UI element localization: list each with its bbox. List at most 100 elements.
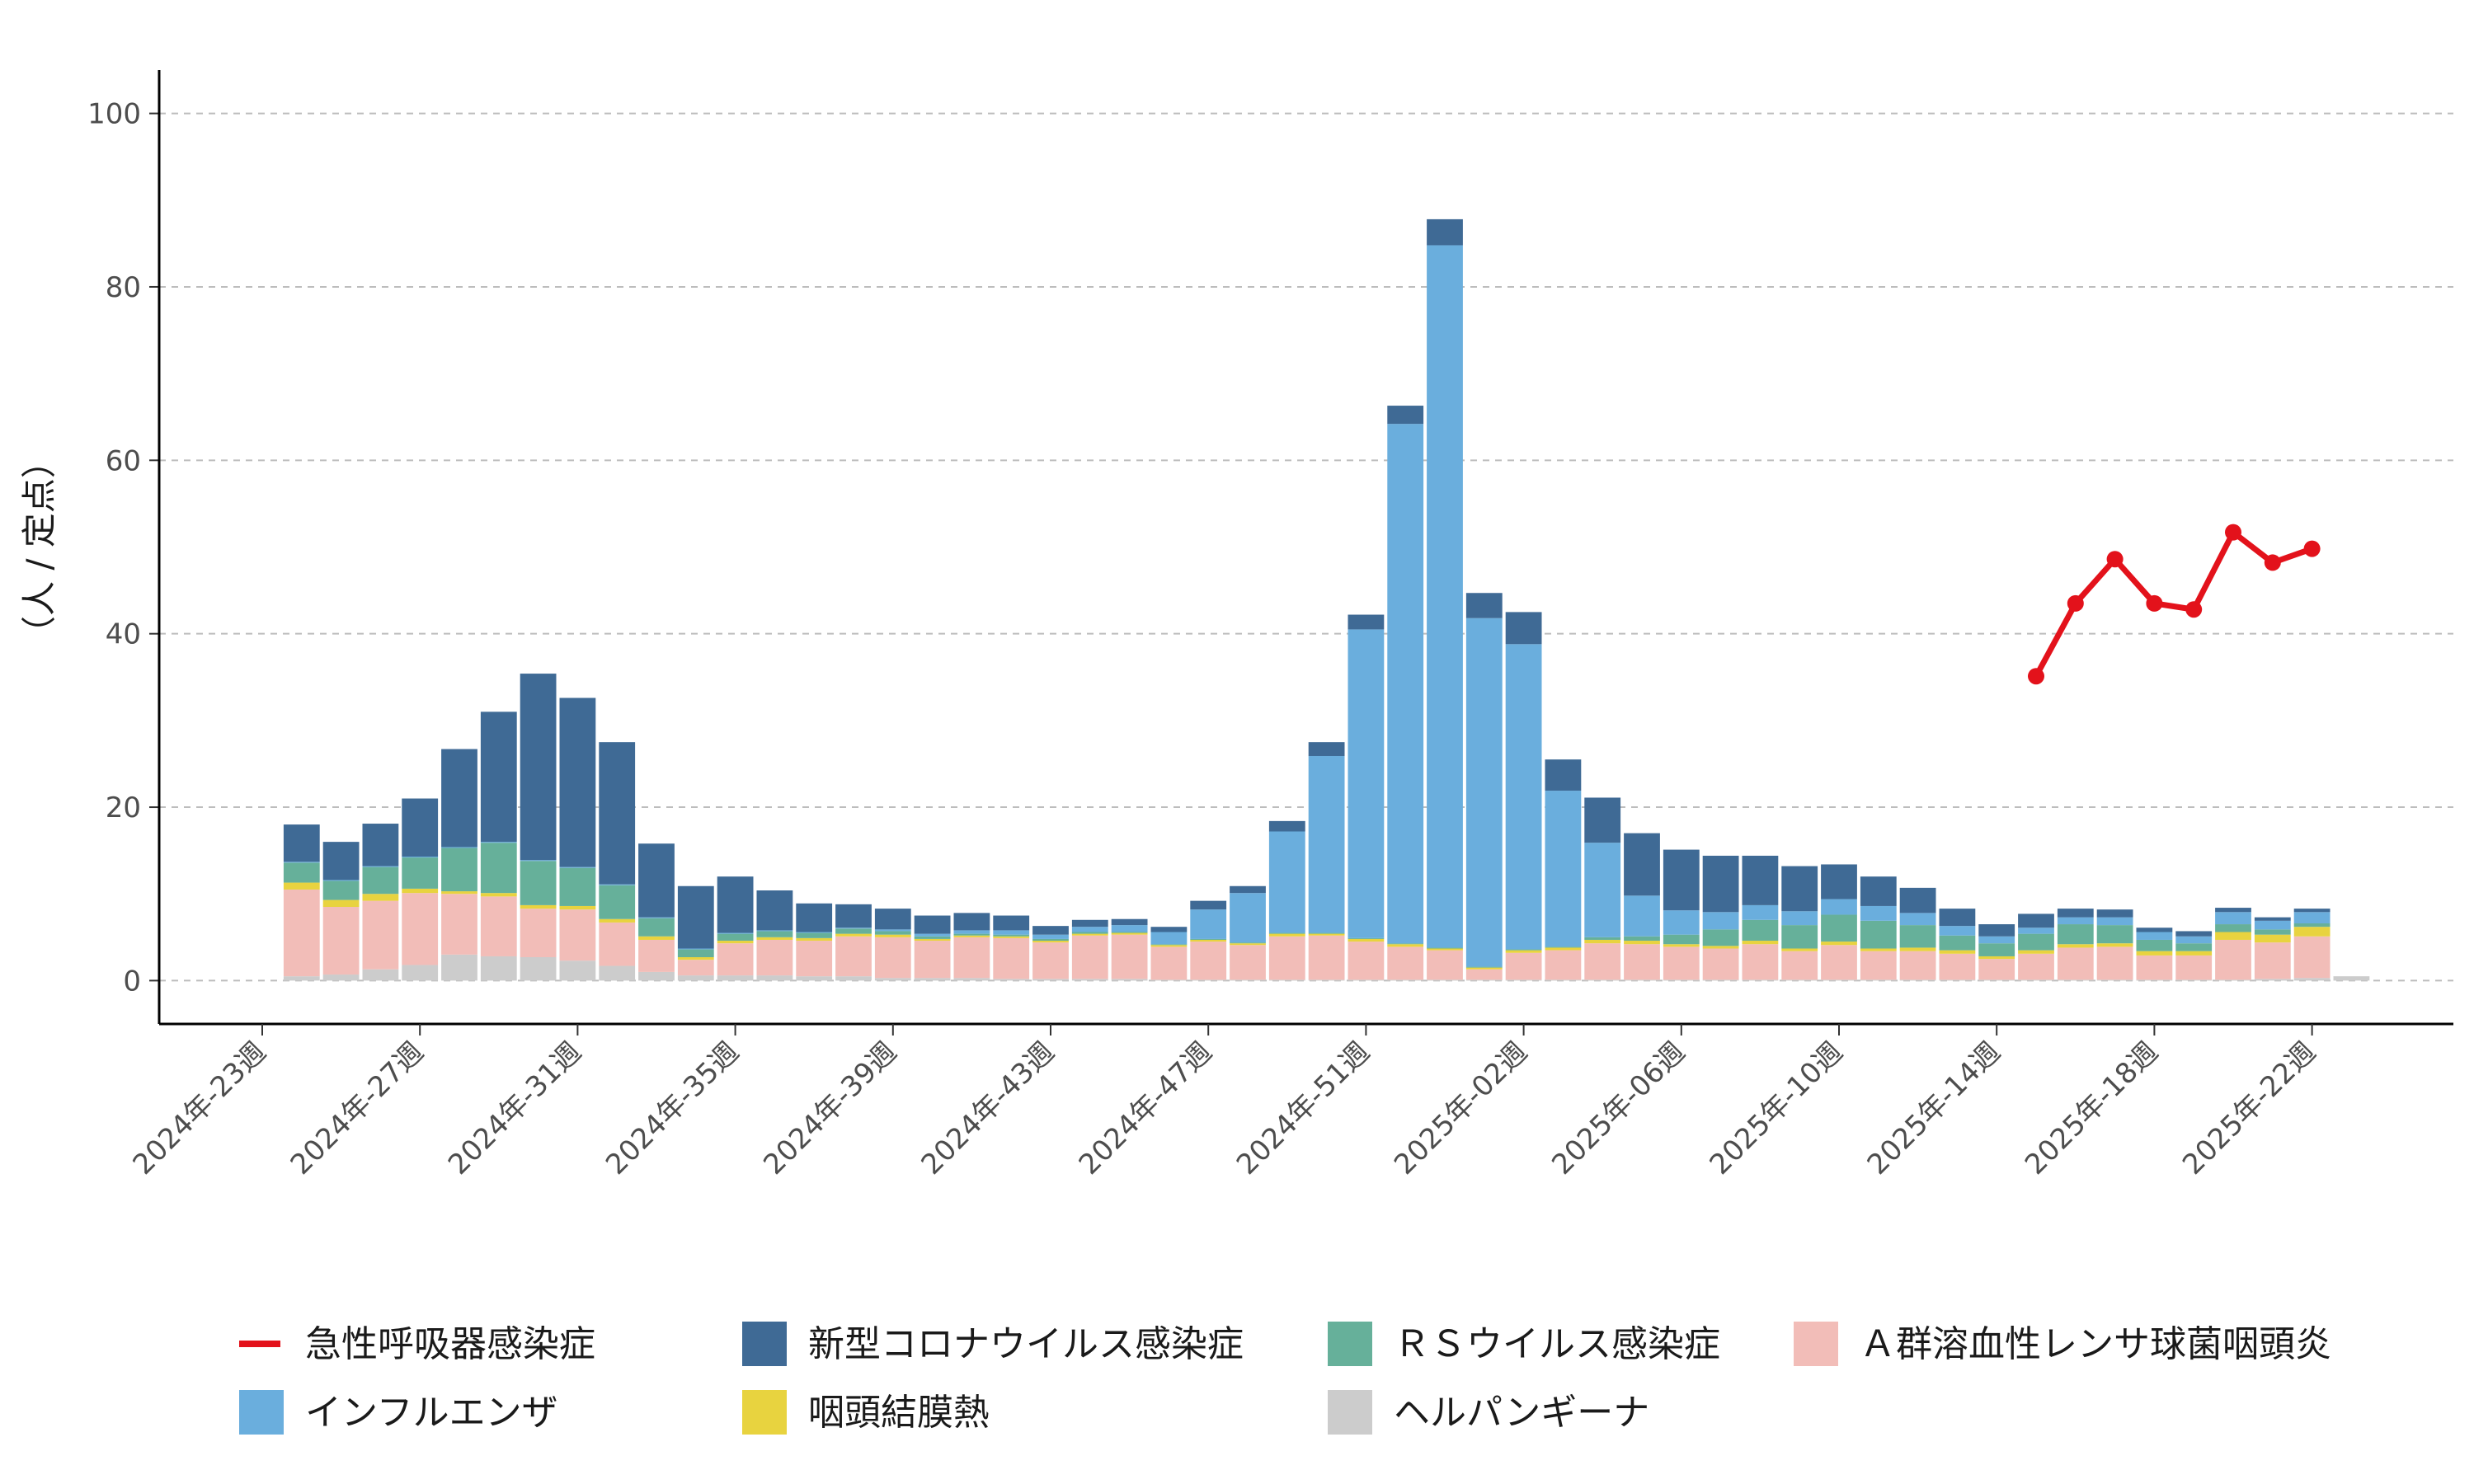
bar-segment-0 [914,978,951,981]
bar-segment-3 [1860,920,1897,949]
bar-segment-4 [796,932,833,933]
bar-segment-3 [599,885,636,919]
bar-segment-2 [2254,934,2291,943]
bar-segment-3 [1978,943,2015,956]
x-tick-label: 2025年-10週 [1704,1036,1850,1181]
bar-segment-4 [914,933,951,937]
bar-segment-0 [1387,979,1424,981]
bar-segment-5 [953,913,990,931]
bar-segment-4 [2293,912,2331,923]
bar-segment-2 [1427,948,1463,951]
bar-segment-1 [993,937,1030,979]
bar-segment-3 [638,918,675,937]
bar-segment-1 [2018,953,2054,980]
bar-segment-1 [520,909,557,958]
bar-segment-4 [1624,895,1660,937]
bar-segment-0 [1505,979,1542,981]
bar-segment-1 [2293,936,2331,979]
bar-segment-5 [2057,909,2094,918]
bar-segment-0 [2018,979,2054,981]
bar-segment-4 [1978,936,2015,944]
bar-segment-1 [2136,955,2173,980]
bar-segment-2 [480,893,517,897]
bar-segment-3 [1939,935,1976,951]
bar-segment-5 [362,824,399,866]
bar-segment-5 [1387,406,1424,425]
bar-segment-3 [1268,932,1305,934]
legend-key-box [742,1390,787,1435]
x-tick-label: 2025年-18週 [2019,1036,2165,1181]
bar-segment-3 [1427,947,1463,949]
bar-segment-2 [1308,933,1345,936]
bar-segment-5 [1939,909,1976,927]
bar-segment-5 [1624,833,1660,896]
bar-segment-0 [283,976,320,981]
bar-segment-5 [993,915,1030,931]
bar-segment-4 [1505,644,1542,950]
bar-segment-3 [1387,943,1424,945]
x-tick-label: 2024年-51週 [1230,1036,1376,1181]
x-tick-label: 2025年-06週 [1545,1036,1691,1181]
bar-segment-5 [1465,593,1503,618]
legend-label: インフルエンザ [305,1392,558,1434]
bar-segment-1 [1190,942,1227,980]
bar-segment-0 [441,954,477,981]
bar-segment-3 [520,861,557,905]
bar-segment-0 [1860,979,1897,981]
bar-segment-0 [717,975,754,981]
bar-segment-1 [559,909,596,961]
bar-segment-2 [638,936,675,940]
bar-segment-2 [677,957,714,960]
bar-segment-2 [1230,943,1266,946]
bar-segment-1 [322,907,360,975]
bar-segment-0 [1427,979,1463,981]
y-tick-label: 0 [123,965,141,998]
bar-segment-0 [559,960,596,981]
bar-segment-4 [1860,905,1897,921]
bar-segment-5 [1190,900,1227,910]
bar-segment-5 [1584,797,1621,843]
bar-segment-1 [1505,952,1542,980]
bar-segment-5 [1899,887,1936,913]
bar-segment-4 [1071,927,1108,932]
bar-segment-0 [2293,978,2331,981]
bar-segment-2 [1663,944,1700,947]
bar-segment-3 [1584,937,1621,940]
bar-segment-0 [1939,979,1976,981]
bar-segment-1 [2175,955,2213,980]
bar-segment-5 [835,904,872,928]
bar-segment-5 [2293,909,2331,913]
bar-segment-5 [1230,885,1266,894]
bar-segment-3 [2057,924,2094,945]
bar-segment-4 [2136,932,2173,940]
bar-segment-4 [480,842,517,843]
bar-segment-3 [1742,919,1779,942]
bar-segment-4 [559,866,596,868]
x-tick-label: 2024年-31週 [442,1036,588,1181]
bar-segment-3 [1663,934,1700,945]
bar-segment-5 [1150,927,1188,932]
bar-segment-0 [1032,979,1069,981]
bar-segment-4 [2018,928,2054,934]
bar-segment-3 [756,931,793,937]
bar-segment-4 [874,929,911,932]
bar-segment-5 [559,697,596,867]
bar-segment-4 [1387,424,1424,944]
legend-label: ヘルパンギーナ [1394,1392,1649,1434]
bar-segment-5 [1308,742,1345,756]
bar-segment-0 [835,976,872,981]
legend-key-box [239,1390,284,1435]
bar-segment-1 [2096,946,2133,980]
bar-segment-5 [1702,855,1739,913]
bar-segment-1 [1545,950,1582,980]
bar-segment-4 [1190,909,1227,939]
bar-segment-5 [1860,876,1897,906]
bar-segment-2 [2215,932,2251,940]
bar-segment-3 [559,867,596,906]
bar-segment-2 [1268,933,1305,937]
bar-segment-1 [599,922,636,966]
bar-segment-1 [1584,943,1621,980]
bar-segment-2 [1781,948,1818,951]
bar-segment-3 [1230,942,1266,944]
